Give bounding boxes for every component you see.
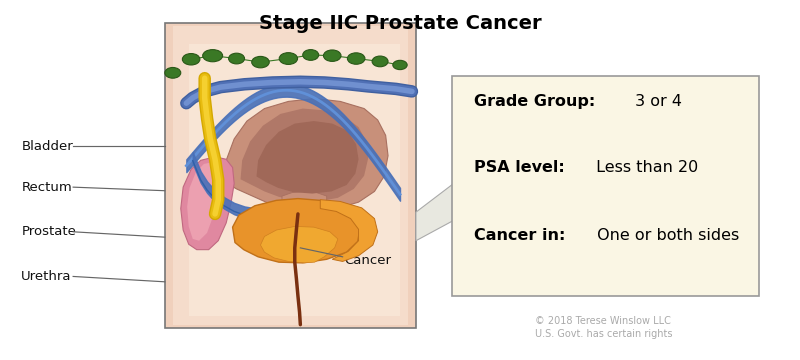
Polygon shape [257,121,358,194]
Polygon shape [189,44,400,316]
Text: © 2018 Terese Winslow LLC
U.S. Govt. has certain rights: © 2018 Terese Winslow LLC U.S. Govt. has… [534,316,672,339]
Polygon shape [233,199,360,263]
Ellipse shape [165,67,181,78]
Polygon shape [261,226,338,263]
Text: Prostate: Prostate [22,225,76,238]
Polygon shape [282,192,326,214]
Ellipse shape [323,50,341,62]
Ellipse shape [279,53,298,64]
Polygon shape [181,157,234,249]
Polygon shape [225,99,388,210]
Text: PSA level:: PSA level: [474,160,565,175]
Polygon shape [241,109,368,202]
Text: Stage IIC Prostate Cancer: Stage IIC Prostate Cancer [258,14,542,33]
Text: Urethra: Urethra [22,270,72,283]
Text: Cancer in:: Cancer in: [474,228,566,243]
Ellipse shape [372,56,388,67]
Ellipse shape [302,50,318,60]
Text: Cancer: Cancer [344,254,391,267]
Ellipse shape [229,53,245,64]
Ellipse shape [252,57,270,68]
Text: Bladder: Bladder [22,140,73,153]
Text: Rectum: Rectum [22,181,72,194]
Ellipse shape [202,50,222,62]
Ellipse shape [182,54,200,65]
Polygon shape [320,200,378,261]
Ellipse shape [393,60,407,69]
Text: One or both sides: One or both sides [592,228,739,243]
Ellipse shape [347,53,365,64]
Polygon shape [416,182,456,241]
FancyBboxPatch shape [452,76,758,296]
FancyBboxPatch shape [165,23,416,328]
Polygon shape [187,162,221,241]
Text: Grade Group:: Grade Group: [474,94,595,109]
Text: Less than 20: Less than 20 [591,160,698,175]
Text: 3 or 4: 3 or 4 [630,94,682,109]
Polygon shape [173,26,408,325]
